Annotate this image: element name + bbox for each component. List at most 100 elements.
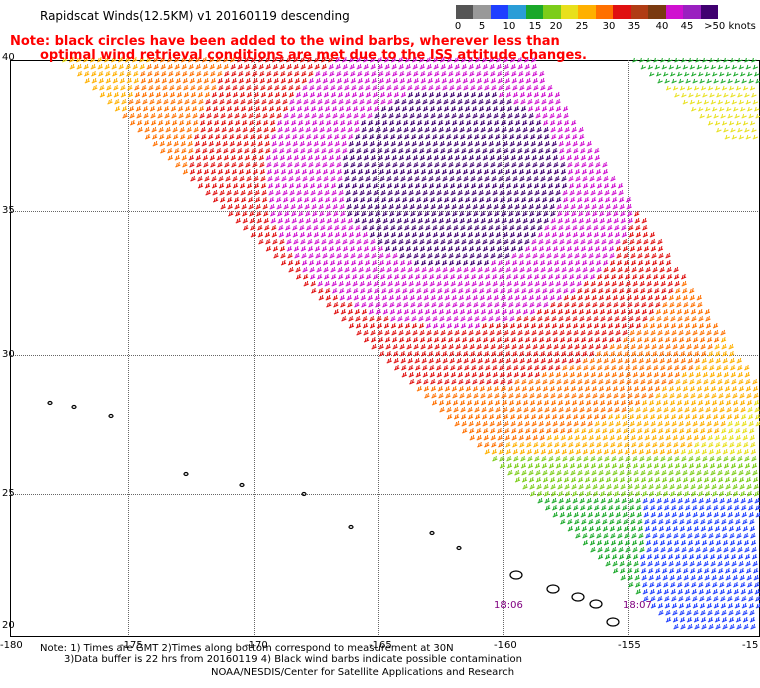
wind-barb	[359, 280, 365, 287]
wind-barb	[214, 133, 221, 140]
wind-barb	[466, 399, 473, 406]
wind-barb	[549, 378, 555, 385]
wind-barb	[519, 91, 526, 98]
wind-barb	[715, 448, 722, 455]
wind-barb	[502, 231, 509, 238]
wind-barb	[458, 203, 464, 210]
wind-barb	[492, 105, 499, 112]
wind-barb	[732, 392, 738, 399]
wind-barb	[595, 343, 601, 350]
wind-barb	[388, 119, 395, 126]
wind-barb	[684, 406, 690, 413]
lat-label: 20	[2, 620, 15, 631]
wind-barb	[654, 287, 660, 294]
wind-barb	[692, 511, 698, 518]
wind-barb	[547, 448, 554, 455]
wind-barb	[728, 525, 735, 532]
wind-barb	[610, 182, 617, 189]
wind-barb	[143, 119, 150, 126]
wind-barb	[705, 413, 712, 420]
wind-barb	[443, 280, 449, 287]
wind-barb	[370, 154, 377, 161]
wind-barb	[103, 56, 110, 63]
wind-barb	[533, 441, 539, 448]
wind-barb	[724, 134, 730, 140]
wind-barb	[164, 112, 170, 119]
wind-barb	[730, 546, 736, 553]
wind-barb	[587, 238, 593, 245]
wind-barb	[240, 189, 246, 196]
wind-barb	[570, 378, 576, 385]
wind-barb	[495, 315, 501, 322]
wind-barb	[344, 175, 350, 182]
wind-barb	[684, 71, 690, 77]
wind-barb	[648, 574, 654, 581]
wind-barb	[647, 476, 654, 483]
wind-barb	[234, 112, 240, 119]
wind-barb	[580, 504, 586, 511]
wind-barb	[492, 280, 498, 287]
wind-barb	[385, 77, 391, 84]
wind-barb	[471, 196, 478, 203]
wind-barb	[480, 392, 486, 399]
wind-barb	[729, 532, 735, 539]
wind-barb	[597, 455, 603, 462]
wind-barb	[730, 455, 736, 462]
wind-barb	[410, 308, 417, 315]
wind-barb	[578, 483, 584, 490]
wind-barb	[555, 280, 561, 287]
wind-barb	[614, 406, 620, 413]
wind-barb	[205, 189, 211, 196]
wind-barb	[534, 371, 540, 378]
wind-barb	[730, 57, 736, 63]
wind-barb	[442, 273, 449, 280]
wind-barb	[541, 189, 547, 196]
wind-barb	[657, 504, 663, 511]
wind-barb	[436, 371, 442, 378]
wind-barb	[248, 119, 255, 126]
wind-barb	[445, 301, 451, 308]
wind-barb	[472, 378, 478, 385]
wind-barb	[570, 119, 577, 126]
wind-barb	[150, 119, 157, 126]
wind-barb	[437, 203, 443, 210]
wind-barb	[402, 112, 408, 119]
wind-barb	[210, 168, 217, 175]
wind-barb	[323, 273, 330, 280]
wind-barb	[722, 441, 728, 448]
wind-barb	[422, 189, 428, 196]
wind-barb	[295, 175, 301, 182]
wind-barb	[485, 105, 492, 112]
wind-barb	[344, 182, 351, 189]
wind-barb	[597, 553, 604, 560]
wind-barb	[651, 434, 657, 441]
wind-barb	[706, 336, 713, 343]
wind-barb	[200, 133, 207, 140]
wind-barb	[602, 434, 608, 441]
wind-barb	[302, 91, 309, 98]
wind-barb	[640, 64, 646, 70]
wind-barb	[380, 98, 386, 105]
wind-barb	[378, 77, 384, 84]
wind-barb	[469, 252, 475, 259]
wind-barb	[508, 399, 515, 406]
wind-barb	[519, 84, 525, 91]
wind-barb	[719, 413, 726, 420]
wind-barb	[309, 175, 315, 182]
wind-barb	[565, 322, 572, 329]
wind-barb	[494, 217, 500, 224]
wind-barb	[738, 476, 745, 483]
wind-barb	[91, 77, 97, 84]
wind-barb	[730, 127, 736, 133]
wind-barb	[383, 224, 389, 231]
wind-barb	[438, 133, 445, 140]
wind-barb	[438, 217, 444, 224]
wind-barb	[185, 119, 192, 126]
wind-barb	[462, 350, 469, 357]
wind-barb	[583, 280, 589, 287]
wind-barb	[231, 77, 237, 84]
wind-barb	[523, 231, 530, 238]
wind-barb	[497, 434, 503, 441]
wind-barb	[755, 113, 760, 119]
wind-barb	[246, 84, 252, 91]
